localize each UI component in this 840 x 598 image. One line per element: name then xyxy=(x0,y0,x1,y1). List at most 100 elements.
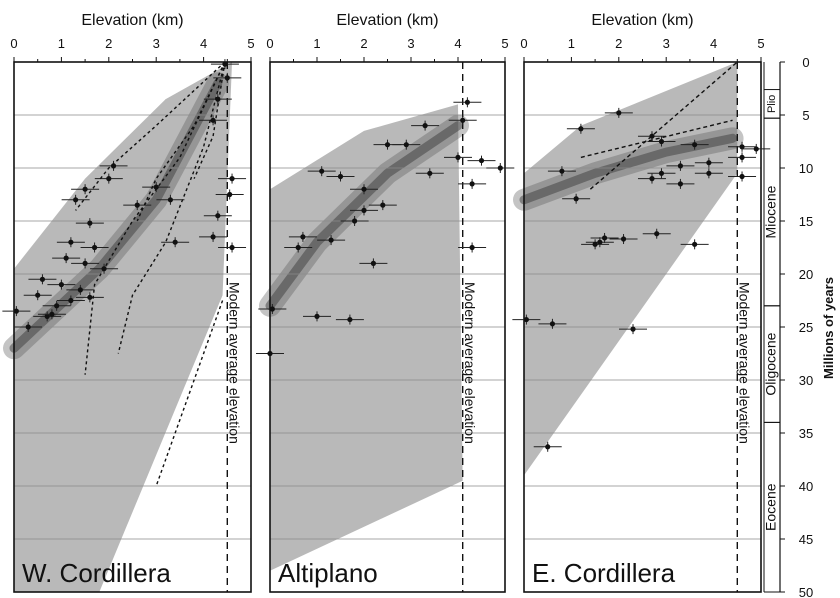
data-point xyxy=(523,316,529,323)
data-point xyxy=(63,255,69,261)
epoch-label: Miocene xyxy=(763,185,779,238)
model-curve xyxy=(136,61,226,222)
panel-3 xyxy=(512,57,771,593)
x-tick-label: 1 xyxy=(313,36,320,51)
x-tick-label: 2 xyxy=(105,36,112,51)
data-point xyxy=(601,235,608,241)
data-point xyxy=(337,173,344,180)
data-point xyxy=(352,218,358,224)
data-point xyxy=(49,311,55,317)
data-point xyxy=(573,196,579,202)
data-point xyxy=(229,176,235,182)
panel-2 xyxy=(256,57,515,593)
model-curve xyxy=(193,61,226,179)
data-point xyxy=(380,202,386,208)
data-point xyxy=(35,292,41,298)
data-point xyxy=(370,260,376,266)
data-point xyxy=(361,207,367,213)
x-tick-label: 2 xyxy=(615,36,622,51)
data-point xyxy=(706,160,712,166)
data-point xyxy=(739,173,745,180)
x-tick-label: 0 xyxy=(520,36,527,51)
y-tick-label: 5 xyxy=(802,108,809,123)
x-tick-label: 0 xyxy=(266,36,273,51)
data-point xyxy=(739,144,745,150)
data-point xyxy=(464,99,470,105)
panel-1 xyxy=(2,57,252,593)
x-axis-label: Elevation (km) xyxy=(81,12,183,29)
model-curve xyxy=(155,300,224,487)
data-point xyxy=(319,168,325,174)
model-curve xyxy=(589,61,738,190)
y-tick-label: 10 xyxy=(799,161,813,176)
data-point xyxy=(229,244,235,251)
y-tick-label: 25 xyxy=(799,320,813,335)
data-point xyxy=(91,244,98,251)
data-point xyxy=(77,287,83,293)
y-axis-label: Millions of years xyxy=(821,277,836,379)
y-tick-label: 20 xyxy=(799,267,813,282)
panel-label: E. Cordillera xyxy=(532,558,676,588)
data-point xyxy=(328,237,334,243)
data-point xyxy=(153,184,159,190)
epoch-label: Plio xyxy=(766,95,778,113)
data-point xyxy=(300,234,306,240)
x-tick-label: 1 xyxy=(58,36,65,51)
reference-line-label: Modern average elevation xyxy=(462,282,478,444)
data-point xyxy=(73,197,79,203)
data-point xyxy=(592,241,598,247)
data-point xyxy=(68,297,74,304)
data-point xyxy=(469,244,475,251)
data-point xyxy=(167,197,174,203)
uncertainty-envelope xyxy=(270,104,463,571)
data-point xyxy=(692,142,698,148)
y-tick-label: 15 xyxy=(799,214,813,229)
data-point xyxy=(384,142,391,148)
y-tick-label: 50 xyxy=(799,585,813,598)
data-point xyxy=(427,170,433,176)
data-point xyxy=(227,191,233,198)
data-point xyxy=(39,276,46,282)
data-point xyxy=(616,110,622,116)
model-curve xyxy=(580,119,733,159)
data-point xyxy=(44,313,50,319)
x-tick-label: 3 xyxy=(407,36,414,51)
y-tick-label: 40 xyxy=(799,479,813,494)
data-point xyxy=(58,282,64,288)
data-point xyxy=(314,313,320,319)
data-point xyxy=(361,186,367,192)
x-tick-label: 5 xyxy=(501,36,508,51)
data-point xyxy=(215,213,221,219)
data-point xyxy=(706,170,712,176)
data-point xyxy=(106,176,112,182)
data-point xyxy=(649,176,655,182)
data-point xyxy=(224,75,230,81)
data-point xyxy=(422,123,428,129)
model-curve xyxy=(84,61,226,375)
data-point xyxy=(677,181,684,187)
data-point xyxy=(460,117,466,123)
data-point xyxy=(559,168,565,174)
data-point xyxy=(210,234,216,240)
x-tick-label: 5 xyxy=(757,36,764,51)
x-tick-label: 2 xyxy=(360,36,367,51)
y-tick-label: 35 xyxy=(799,426,813,441)
x-tick-label: 4 xyxy=(454,36,461,51)
panel-label: W. Cordillera xyxy=(22,558,171,588)
data-point xyxy=(545,444,551,450)
data-point xyxy=(13,308,19,314)
data-point xyxy=(739,154,745,160)
reference-line-label: Modern average elevation xyxy=(737,282,753,444)
data-point xyxy=(578,126,584,132)
x-tick-label: 3 xyxy=(663,36,670,51)
data-point xyxy=(630,326,636,332)
y-tick-label: 0 xyxy=(802,55,809,70)
x-tick-label: 4 xyxy=(710,36,717,51)
trend-band-core xyxy=(519,133,738,205)
data-point xyxy=(54,303,60,309)
data-point xyxy=(620,236,627,242)
data-point xyxy=(87,220,93,226)
data-point xyxy=(692,241,698,247)
x-tick-label: 3 xyxy=(153,36,160,51)
